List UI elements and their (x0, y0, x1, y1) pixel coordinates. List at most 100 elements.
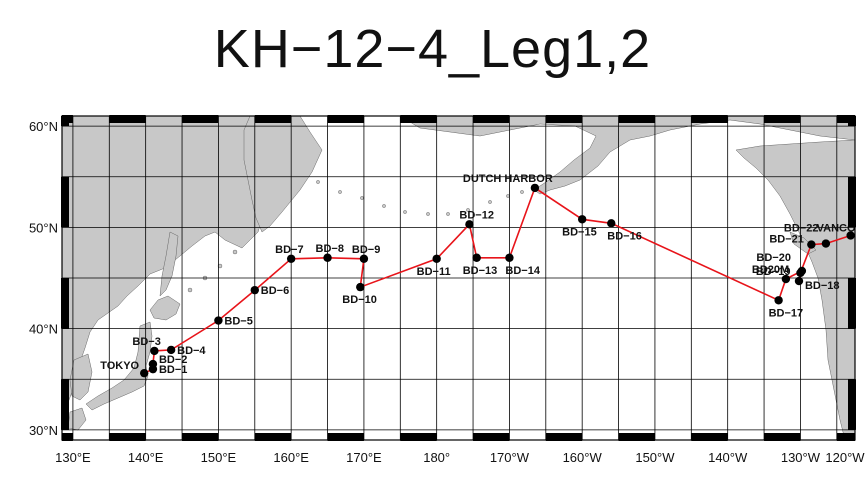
station-label: BD−7 (275, 244, 303, 256)
x-tick-label: 150°W (635, 450, 675, 465)
station-label: BD−14 (505, 265, 540, 277)
y-tick-label: 40°N (29, 322, 58, 337)
station-marker (150, 346, 159, 356)
frame-tick-bottom (327, 433, 364, 441)
station-marker (607, 219, 616, 228)
frame-tick-left (61, 116, 69, 127)
x-tick-label: 170°E (346, 450, 382, 465)
y-tick-label: 50°N (29, 220, 58, 235)
station-label: BD−22 (784, 223, 819, 235)
station-marker (148, 359, 158, 369)
korea (69, 353, 93, 401)
station-label: BD−16 (607, 230, 642, 242)
station-marker (323, 253, 332, 262)
station-label: BD−8 (316, 243, 344, 255)
x-tick-label: 160°E (273, 450, 309, 465)
honshu (85, 321, 153, 411)
frame-tick-bottom (182, 433, 219, 441)
station-marker (359, 254, 369, 263)
station-marker (505, 253, 514, 262)
frame-tick-left (61, 379, 69, 430)
port-label: VANCOUVER (817, 222, 865, 234)
station-label: BD−21 (769, 234, 804, 246)
station-label: BD−6 (261, 285, 289, 297)
x-tick-label: 180° (423, 450, 450, 465)
frame-tick-top (109, 115, 146, 123)
station-marker (781, 274, 791, 284)
frame-tick-bottom (62, 433, 73, 441)
sakhalin (159, 231, 179, 297)
frame-tick-top (182, 115, 219, 123)
frame-tick-top (473, 115, 510, 123)
port-marker (530, 183, 540, 193)
frame-tick-bottom (691, 433, 728, 441)
kamchatka (243, 116, 323, 233)
station-label: BD−12 (459, 209, 494, 221)
frame-tick-bottom (764, 433, 801, 441)
port-marker (846, 231, 855, 240)
frame-tick-left (61, 176, 69, 228)
station-label: BD−15 (562, 226, 597, 238)
x-tick-label: 140°W (708, 450, 748, 465)
station-label: BD20M (752, 264, 789, 276)
frame-tick-bottom (400, 433, 437, 441)
station-marker (794, 276, 804, 286)
port-label: DUTCH HARBOR (463, 173, 553, 185)
station-marker (472, 253, 481, 262)
frame-tick-right (848, 278, 856, 329)
station-marker (796, 268, 805, 278)
frame-tick-top (400, 115, 437, 123)
alaska (399, 116, 855, 195)
station-marker (577, 215, 587, 224)
frame-tick-right (848, 176, 856, 228)
station-marker (214, 316, 223, 325)
station-marker (286, 254, 296, 263)
x-tick-label: 140°E (128, 450, 164, 465)
station-label: BD−3 (132, 336, 160, 348)
station-marker (250, 285, 259, 295)
station-label: BD−17 (769, 307, 804, 319)
station-label: BD−20 (756, 252, 791, 264)
axis-labels: 130°E 140°E 150°E 160°E 170°E 180° 170°W 160°W 1… (29, 119, 865, 465)
station-label: BD−11 (417, 266, 451, 278)
port-label: TOKYO (100, 360, 139, 372)
x-tick-label: 170°W (490, 450, 530, 465)
station-label: BD−9 (352, 244, 380, 256)
y-tick-label: 60°N (29, 119, 58, 134)
map-frame (61, 115, 856, 441)
frame-tick-right (848, 379, 856, 430)
port-layer: TOKYO DUTCH HARBOR VANCOUVER (100, 173, 865, 378)
hokkaido (149, 295, 181, 321)
station-marker (356, 282, 365, 292)
station-marker (432, 254, 441, 263)
station-label: BD−13 (463, 265, 498, 277)
aleutian-islands (316, 180, 524, 216)
x-tick-label: 120°W (825, 450, 865, 465)
x-tick-label: 130°W (781, 450, 821, 465)
station-marker (807, 240, 816, 249)
graticule (62, 116, 855, 440)
station-marker (821, 239, 831, 248)
x-tick-label: 130°E (55, 450, 91, 465)
frame-tick-bottom (254, 433, 292, 441)
station-label: BD−10 (342, 294, 377, 306)
frame-tick-top (836, 115, 855, 123)
station-label: BD−19 (756, 266, 791, 278)
station-label: BD−18 (805, 280, 840, 292)
station-label: BD−2 (159, 354, 187, 366)
station-layer: BD−1BD−2 BD−3 BD−4 BD−5 BD−6 BD−7 BD−8 BD−9 BD−1… (132, 209, 839, 376)
frame-tick-top (691, 115, 728, 123)
frame-tick-top (545, 115, 583, 123)
frame-tick-top (618, 115, 655, 123)
station-label: BD−1 (159, 364, 187, 376)
x-tick-label: 150°E (201, 450, 237, 465)
frame-tick-bottom (109, 433, 146, 441)
frame-tick-top (254, 115, 292, 123)
frame-tick-bottom (545, 433, 583, 441)
frame-tick-top (764, 115, 801, 123)
frame-tick-bottom (836, 433, 855, 441)
station-label: BD−5 (224, 316, 252, 328)
frame-tick-right (848, 116, 856, 127)
frame-tick-bottom (473, 433, 510, 441)
